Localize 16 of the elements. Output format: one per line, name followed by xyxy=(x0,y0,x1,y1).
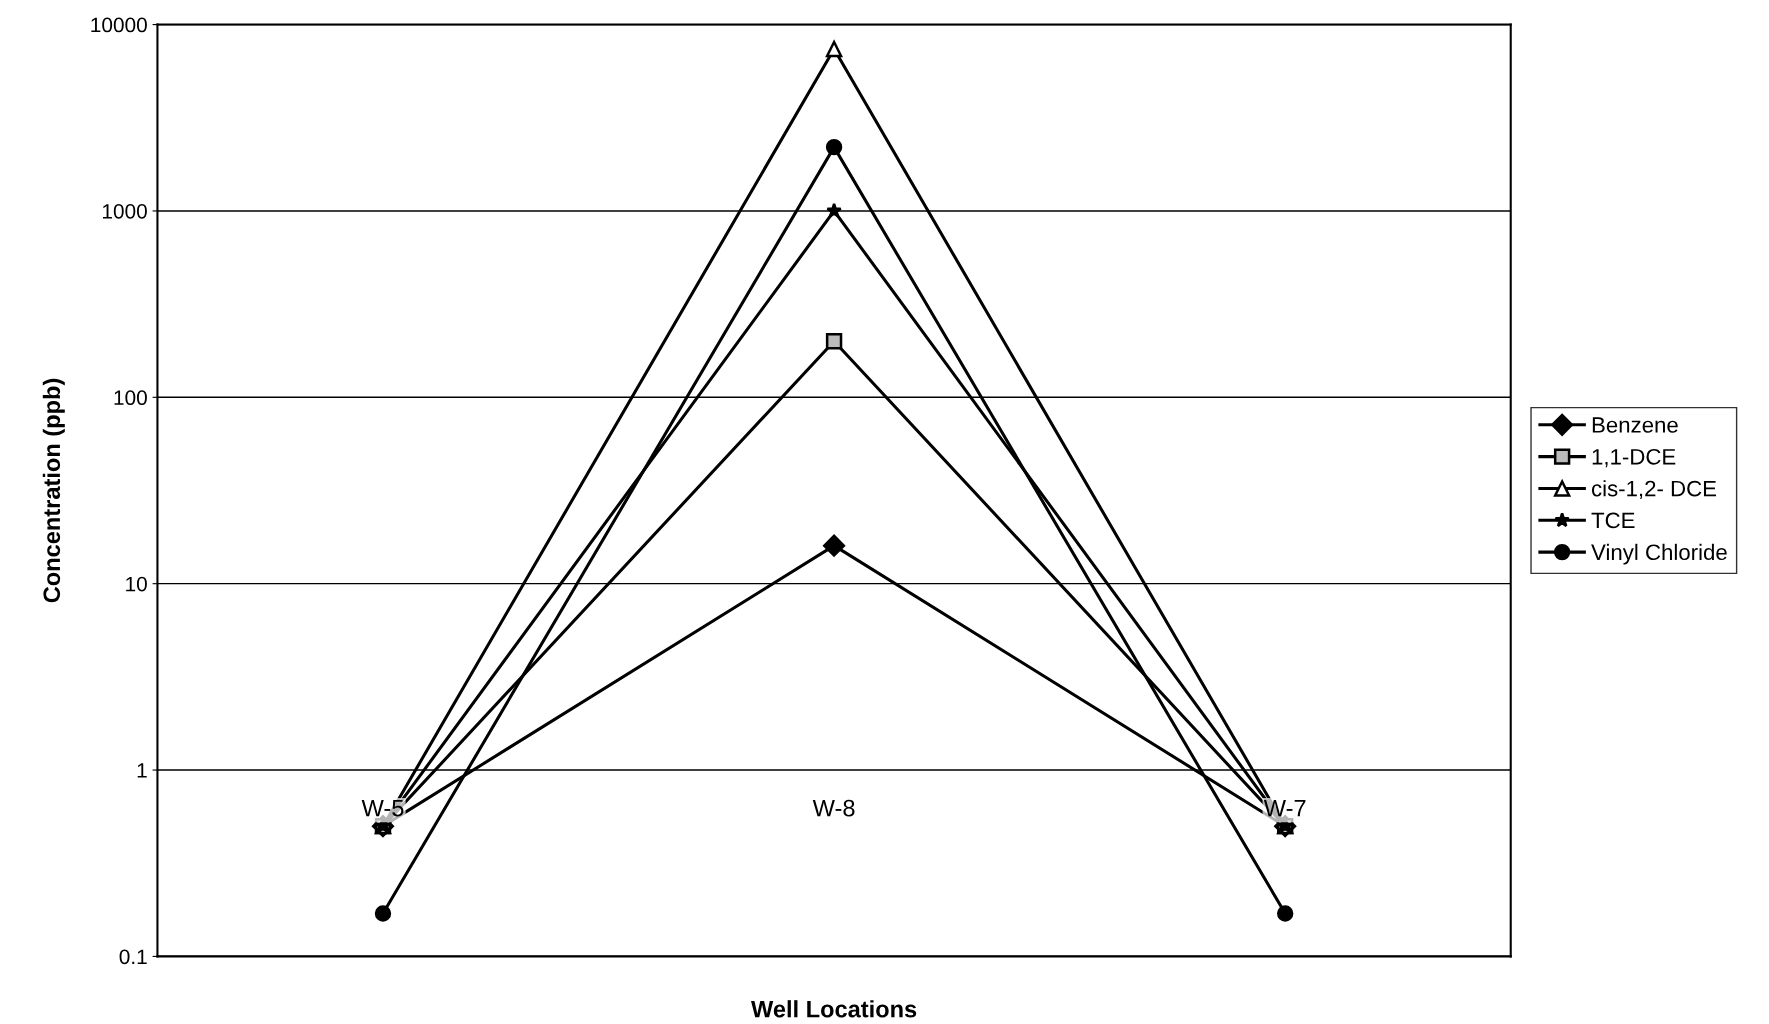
x-tick-label: W-8 xyxy=(812,799,855,817)
x-tick-label: W-7 xyxy=(1263,799,1306,817)
y-axis-title: Concentration (ppb) xyxy=(42,378,65,603)
legend-label: Benzene xyxy=(1592,417,1678,433)
y-tick-label: 10 xyxy=(126,576,147,592)
legend-label: cis-1,2- DCE xyxy=(1591,480,1717,500)
y-tick-label: 10000 xyxy=(91,17,147,33)
y-tick-label: 100 xyxy=(114,390,147,406)
legend-label: Vinyl Chloride xyxy=(1591,543,1727,565)
y-tick-label: 0.1 xyxy=(119,949,147,965)
legend-label: TCE xyxy=(1591,512,1635,529)
x-tick-label: W-5 xyxy=(361,799,404,817)
legend-label: 1,1-DCE xyxy=(1592,448,1676,468)
y-tick-label: 1 xyxy=(137,763,147,778)
y-tick-label: 1000 xyxy=(102,203,147,219)
x-axis-title: Well Locations xyxy=(751,1000,917,1018)
